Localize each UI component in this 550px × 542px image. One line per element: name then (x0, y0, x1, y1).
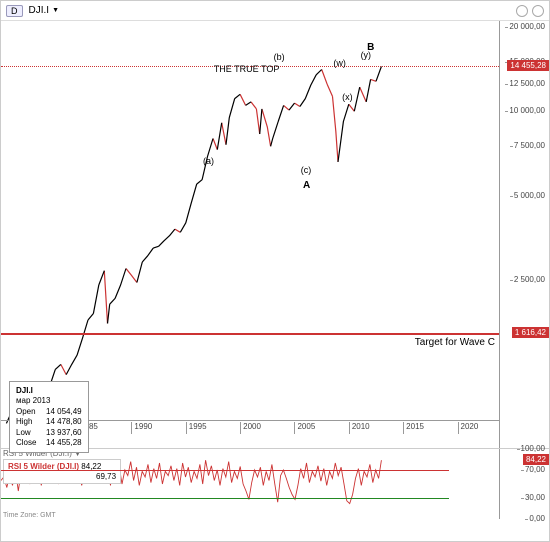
y-tick: 2 500,00 (514, 276, 545, 284)
ohlc-subtitle: мар 2013 (16, 396, 82, 406)
rsi-y-axis: 100,0070,0030,000,0084,22 (499, 449, 549, 519)
x-tick: 1995 (186, 422, 207, 434)
wave-annotation: (x) (342, 92, 353, 102)
price-chart: Target for Wave C THE TRUE TOP (a) (b) (c) A (… (1, 21, 549, 449)
ohlc-title: DJI.I (16, 386, 82, 396)
wave-annotation: (w) (333, 58, 346, 68)
rsi-y-tick: 70,00 (525, 466, 545, 474)
rsi-chart: RSI 5 Wilder (DJI.I) ▼ RSI 5 Wilder (DJI… (1, 449, 549, 519)
rsi-y-tick: 0,00 (529, 515, 545, 523)
ohlc-row: Close14 455,28 (16, 438, 82, 448)
refresh-icon[interactable] (516, 5, 528, 17)
wave-annotation: THE TRUE TOP (214, 64, 280, 74)
x-tick: 2015 (403, 422, 424, 434)
rsi-threshold-line (1, 498, 449, 499)
wave-annotation: B (367, 42, 374, 53)
symbol-badge[interactable]: D (6, 5, 23, 17)
rsi-value-label: 84,22 (523, 454, 549, 465)
wave-annotation: A (303, 180, 310, 191)
target-price-label: 1 616,42 (512, 327, 549, 338)
chart-header: D DJI.I ▼ (1, 1, 549, 21)
y-tick: 7 500,00 (514, 142, 545, 150)
settings-icon[interactable] (532, 5, 544, 17)
price-y-axis: 20 000,0015 000,0012 500,0010 000,007 50… (499, 21, 549, 448)
wave-annotation: (a) (203, 156, 214, 166)
wave-annotation: (c) (301, 165, 312, 175)
y-tick: 12 500,00 (509, 80, 545, 88)
ohlc-row: High14 478,80 (16, 417, 82, 427)
rsi-threshold-line (1, 470, 449, 471)
rsi-y-tick: 30,00 (525, 494, 545, 502)
target-text: Target for Wave C (415, 337, 495, 348)
x-tick: 2000 (240, 422, 261, 434)
timezone-label: Time Zone: GMT (3, 512, 56, 519)
y-tick: 10 000,00 (509, 107, 545, 115)
rsi-plot-area[interactable]: RSI 5 Wilder (DJI.I) ▼ RSI 5 Wilder (DJI… (1, 449, 499, 519)
x-tick: 2020 (458, 422, 479, 434)
last-price-label: 14 455,28 (507, 60, 549, 71)
y-tick: 5 000,00 (514, 192, 545, 200)
ohlc-row: Low13 937,60 (16, 428, 82, 438)
wave-annotation: (b) (274, 52, 285, 62)
rsi-legend: RSI 5 Wilder (DJI.I) 84,22 69,73 (3, 459, 121, 484)
x-tick: 1990 (131, 422, 152, 434)
ohlc-row: Open14 054,49 (16, 407, 82, 417)
chevron-down-icon[interactable]: ▼ (52, 7, 59, 14)
symbol-name[interactable]: DJI.I (29, 5, 50, 16)
hline (1, 333, 499, 335)
x-tick: 2005 (294, 422, 315, 434)
chart-root: D DJI.I ▼ Target for Wave C THE TRUE TOP (… (0, 0, 550, 542)
x-tick: 2010 (349, 422, 370, 434)
ohlc-tooltip: DJI.I мар 2013 Open14 054,49High14 478,8… (9, 381, 89, 453)
y-tick: 20 000,00 (509, 23, 545, 31)
rsi-y-tick: 100,00 (521, 445, 545, 453)
